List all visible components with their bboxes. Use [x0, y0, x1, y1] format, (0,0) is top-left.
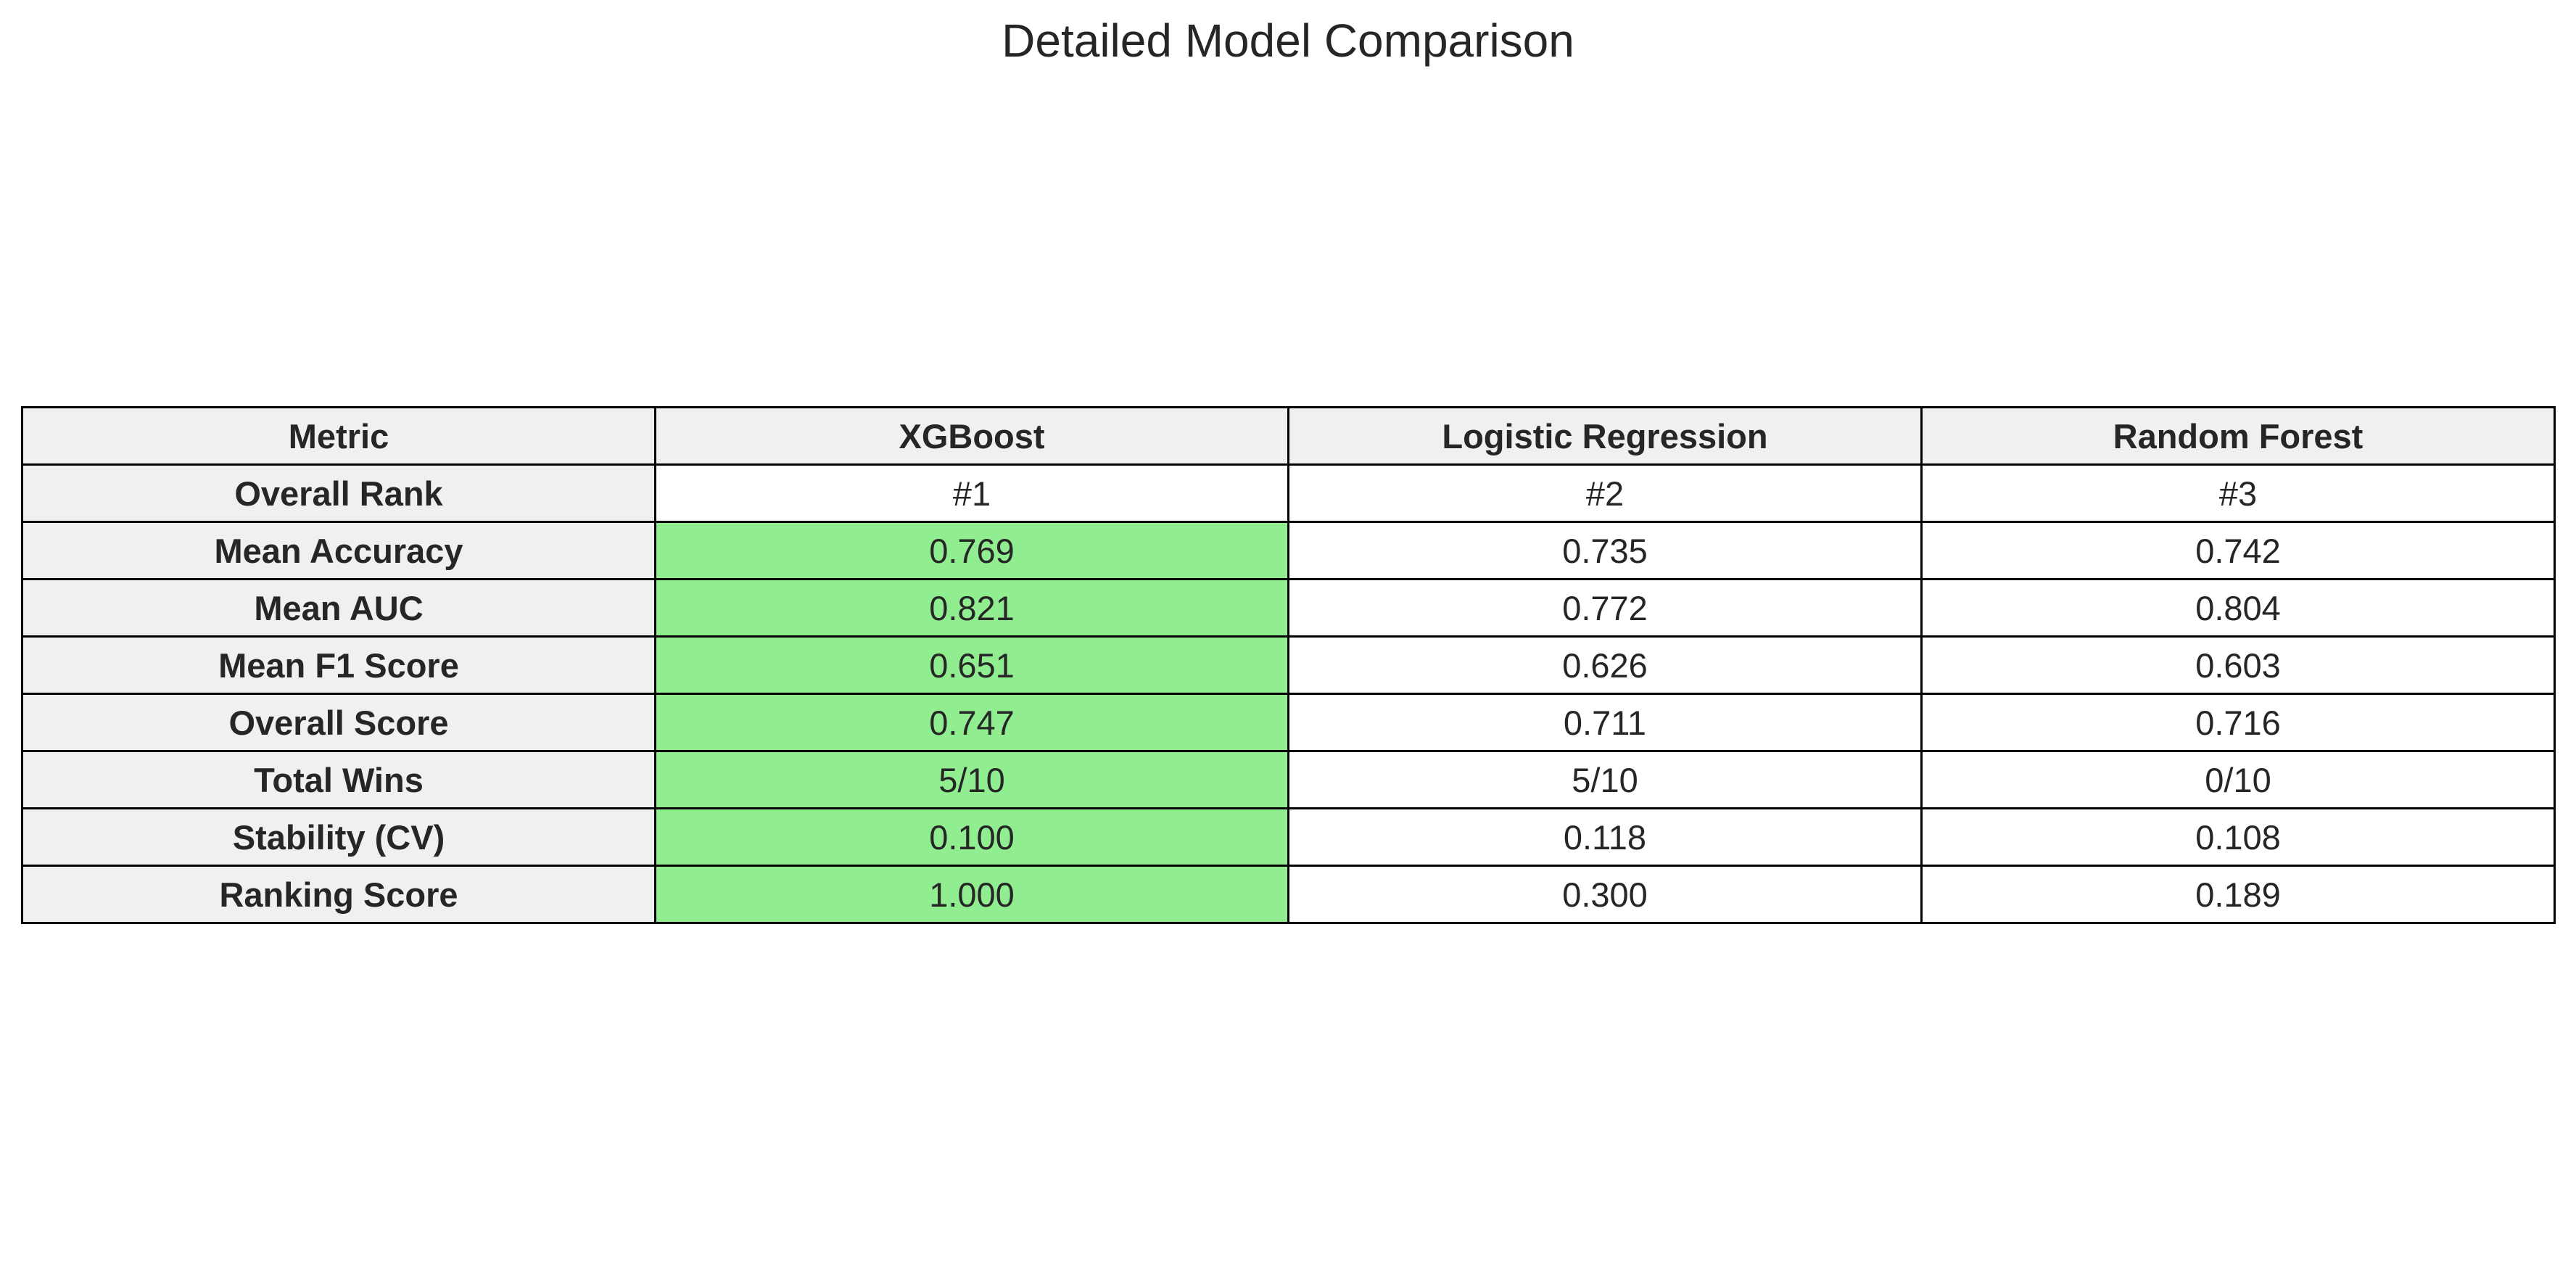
table-body: Overall Rank #1 #2 #3 Mean Accuracy 0.769 0.73…	[21, 463, 2556, 924]
metric-label: Overall Score	[21, 693, 656, 752]
metric-label: Ranking Score	[21, 865, 656, 924]
value-cell-xgboost: #1	[654, 463, 1289, 523]
table-row-total-wins: Total Wins 5/10 5/10 0/10	[21, 750, 2556, 809]
metric-label: Total Wins	[21, 750, 656, 809]
value-cell-random-forest: 0.716	[1920, 693, 2556, 752]
value-cell-random-forest: 0.603	[1920, 635, 2556, 695]
header-logistic-regression: Logistic Regression	[1287, 406, 1923, 466]
value-cell-random-forest: 0.804	[1920, 578, 2556, 638]
value-cell-logistic-regression: 0.711	[1287, 693, 1923, 752]
metric-label: Mean F1 Score	[21, 635, 656, 695]
value-cell-xgboost: 0.747	[654, 693, 1289, 752]
header-random-forest: Random Forest	[1920, 406, 2556, 466]
metric-label: Mean Accuracy	[21, 521, 656, 580]
value-cell-logistic-regression: #2	[1287, 463, 1923, 523]
table-row-ranking-score: Ranking Score 1.000 0.300 0.189	[21, 865, 2556, 924]
table-row-overall-rank: Overall Rank #1 #2 #3	[21, 463, 2556, 523]
value-cell-xgboost: 0.651	[654, 635, 1289, 695]
table-row-overall-score: Overall Score 0.747 0.711 0.716	[21, 693, 2556, 752]
table-row-mean-accuracy: Mean Accuracy 0.769 0.735 0.742	[21, 521, 2556, 580]
table-row-mean-f1-score: Mean F1 Score 0.651 0.626 0.603	[21, 635, 2556, 695]
value-cell-random-forest: 0.108	[1920, 807, 2556, 867]
chart-title: Detailed Model Comparison	[1002, 15, 1574, 67]
metric-label: Overall Rank	[21, 463, 656, 523]
model-comparison-table: Metric XGBoost Logistic Regression Rando…	[21, 406, 2556, 924]
metric-label: Stability (CV)	[21, 807, 656, 867]
value-cell-xgboost: 0.100	[654, 807, 1289, 867]
table-row-mean-auc: Mean AUC 0.821 0.772 0.804	[21, 578, 2556, 638]
value-cell-logistic-regression: 0.118	[1287, 807, 1923, 867]
value-cell-random-forest: 0/10	[1920, 750, 2556, 809]
header-xgboost: XGBoost	[654, 406, 1289, 466]
value-cell-logistic-regression: 0.735	[1287, 521, 1923, 580]
value-cell-logistic-regression: 0.626	[1287, 635, 1923, 695]
value-cell-logistic-regression: 5/10	[1287, 750, 1923, 809]
table-row-stability-cv: Stability (CV) 0.100 0.118 0.108	[21, 807, 2556, 867]
value-cell-logistic-regression: 0.772	[1287, 578, 1923, 638]
value-cell-xgboost: 0.769	[654, 521, 1289, 580]
value-cell-random-forest: 0.189	[1920, 865, 2556, 924]
value-cell-random-forest: 0.742	[1920, 521, 2556, 580]
value-cell-xgboost: 1.000	[654, 865, 1289, 924]
header-metric: Metric	[21, 406, 656, 466]
value-cell-xgboost: 5/10	[654, 750, 1289, 809]
metric-label: Mean AUC	[21, 578, 656, 638]
value-cell-logistic-regression: 0.300	[1287, 865, 1923, 924]
header-row: Metric XGBoost Logistic Regression Rando…	[21, 406, 2556, 466]
value-cell-random-forest: #3	[1920, 463, 2556, 523]
value-cell-xgboost: 0.821	[654, 578, 1289, 638]
